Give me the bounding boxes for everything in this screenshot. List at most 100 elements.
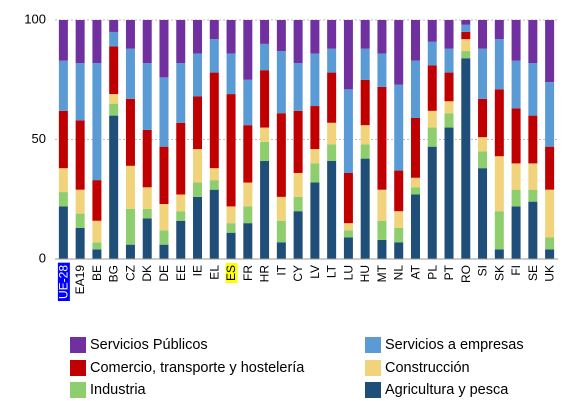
bar-segment: [75, 213, 85, 228]
bar-segment: [159, 230, 169, 245]
x-tick-label: CY: [291, 265, 305, 282]
bar-segment: [377, 53, 387, 87]
bar-segment: [461, 51, 471, 59]
bar-segment: [360, 158, 370, 259]
bar-segment: [494, 211, 504, 250]
legend-label: Servicios Públicos: [90, 337, 208, 353]
bar-segment: [410, 187, 420, 195]
bar-segment: [545, 249, 555, 259]
y-tick-label: 100: [24, 11, 46, 26]
x-tick-label: UE-28: [56, 265, 70, 299]
bar-segment: [142, 218, 152, 259]
bar-segment: [410, 177, 420, 188]
x-tick-label: DK: [140, 265, 154, 282]
bar-segment: [310, 53, 320, 107]
x-tick-label: FI: [509, 265, 523, 276]
bar-segment: [293, 63, 303, 111]
bar-segment: [528, 115, 538, 164]
bar-segment: [461, 20, 471, 25]
legend-label: Comercio, transporte y hostelería: [90, 360, 305, 376]
x-tick: FR: [241, 265, 255, 281]
x-tick: EL: [207, 265, 221, 280]
bar-segment: [545, 189, 555, 238]
x-tick: SE: [526, 265, 540, 281]
bar-segment: [293, 196, 303, 212]
x-tick-label: EL: [207, 265, 221, 280]
legend-swatch: [365, 382, 381, 398]
bar-segment: [444, 113, 454, 128]
x-tick: DK: [140, 265, 154, 282]
bar-segment: [511, 189, 521, 207]
bar-segment: [478, 168, 488, 259]
bar-segment: [75, 189, 85, 214]
x-tick-label: HU: [358, 265, 372, 282]
bar-segment: [109, 31, 119, 47]
bar-segment: [109, 115, 119, 259]
bar-segment: [427, 20, 437, 42]
category-highlight: [57, 262, 70, 302]
x-tick-label: SK: [492, 265, 506, 281]
bar-segment: [92, 220, 102, 243]
x-tick: MT: [375, 264, 389, 282]
bar-segment: [75, 227, 85, 259]
bar-segment: [327, 122, 337, 145]
bar-segment: [159, 244, 169, 259]
bar-segment: [343, 20, 353, 90]
bar-segment: [125, 208, 135, 245]
bar-segment: [159, 77, 169, 147]
bar-segment: [209, 180, 219, 190]
bar-segment: [545, 237, 555, 250]
bar-segment: [109, 103, 119, 116]
bar-segment: [494, 20, 504, 40]
bar-segment: [209, 168, 219, 181]
x-tick-label: PT: [442, 264, 456, 280]
legend-swatch: [365, 337, 381, 353]
bar-segment: [209, 72, 219, 169]
x-tick: EE: [174, 265, 188, 281]
x-tick-label: IE: [191, 265, 205, 276]
x-tick-label: UK: [543, 265, 557, 282]
x-tick: PT: [442, 264, 456, 280]
bar-segment: [58, 60, 68, 111]
bar-segment: [478, 98, 488, 138]
x-tick-label: HR: [258, 265, 272, 283]
bar-segment: [293, 20, 303, 64]
x-tick-label: SI: [476, 265, 490, 276]
legend-label: Construcción: [385, 360, 470, 376]
bar-segment: [58, 110, 68, 169]
x-tick: UE-28: [56, 262, 70, 302]
bar-segment: [478, 151, 488, 169]
x-tick-label: LT: [325, 264, 339, 278]
bar-segment: [310, 20, 320, 54]
bar-segment: [444, 101, 454, 114]
bar-segment: [260, 141, 270, 162]
bar-segment: [343, 89, 353, 173]
bar-segment: [58, 168, 68, 193]
x-tick-label: RO: [459, 265, 473, 283]
bar-segment: [444, 48, 454, 73]
bar-segment: [511, 206, 521, 259]
bar-segment: [511, 20, 521, 61]
x-tick: LV: [308, 265, 322, 279]
bar-segment: [410, 117, 420, 178]
category-highlight: [225, 263, 238, 284]
bar-segment: [327, 144, 337, 162]
bar-segment: [176, 122, 186, 195]
x-tick: CY: [291, 265, 305, 282]
x-tick: RO: [459, 265, 473, 283]
legend-swatch: [70, 360, 86, 376]
x-tick-label: NL: [392, 265, 406, 281]
bar-segment: [327, 48, 337, 73]
bar-segment: [511, 163, 521, 190]
bar-segment: [360, 125, 370, 145]
bar-segment: [92, 249, 102, 259]
bar-segment: [494, 39, 504, 90]
bar-segment: [125, 48, 135, 99]
bar-segment: [142, 208, 152, 219]
bar-segment: [260, 70, 270, 128]
bar-segment: [410, 194, 420, 259]
bar-segment: [260, 161, 270, 259]
x-tick: SK: [492, 265, 506, 281]
bar-segment: [427, 110, 437, 128]
bar-segment: [176, 211, 186, 221]
